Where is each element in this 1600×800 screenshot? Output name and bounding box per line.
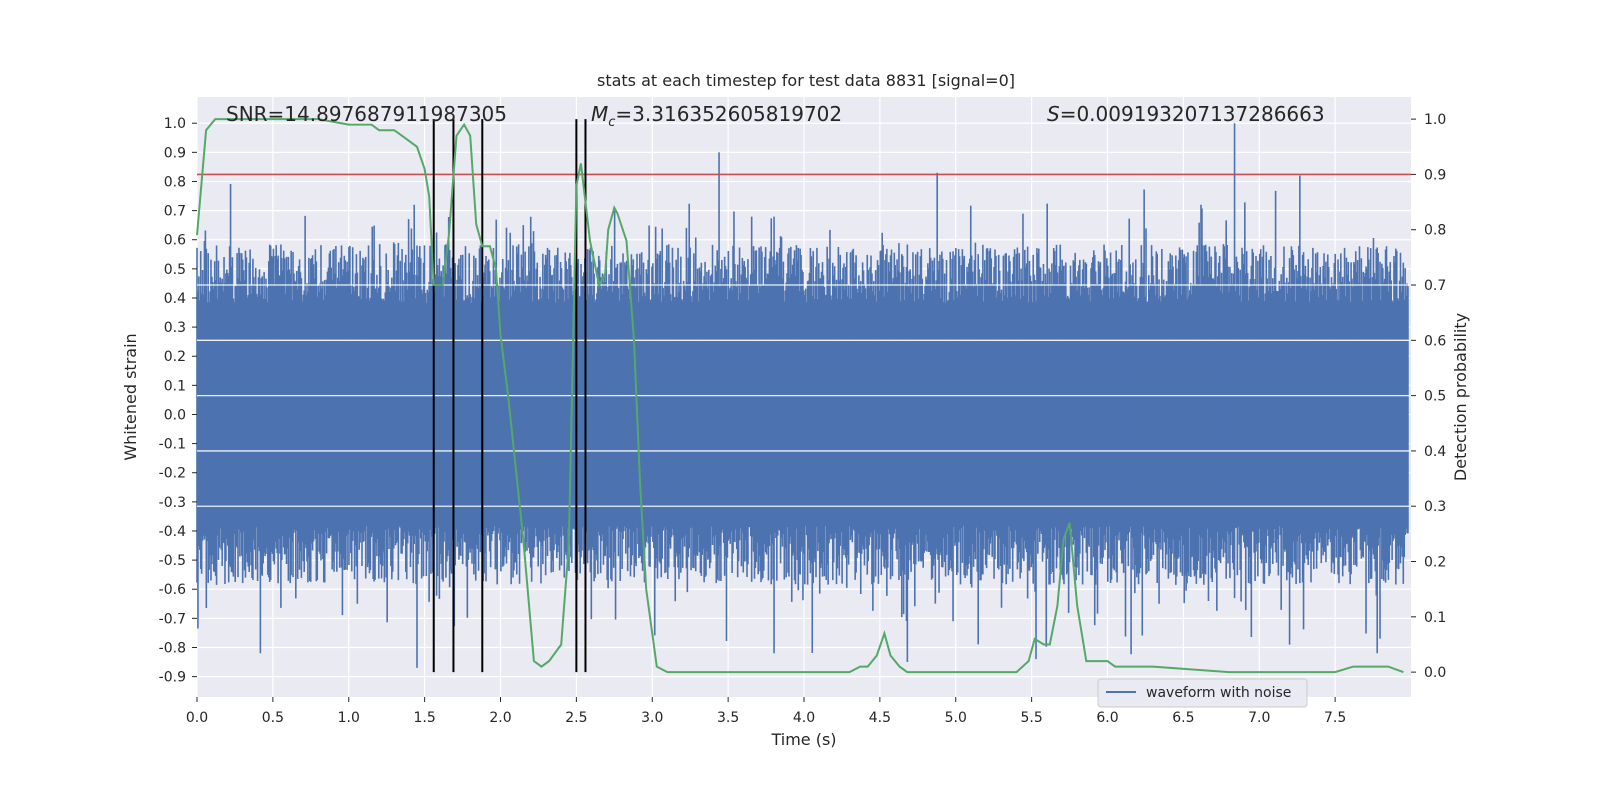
y2-tick-label: 0.9 (1424, 167, 1446, 183)
y2-tick-label: 0.4 (1424, 444, 1446, 460)
y2-tick-label: 0.6 (1424, 333, 1446, 349)
y2-tick-label: 0.1 (1424, 610, 1446, 626)
y-tick-label: 0.2 (164, 349, 186, 365)
chirp-mass-annotation: Mc=3.316352605819702 (591, 102, 842, 130)
legend: waveform with noise (1097, 678, 1308, 708)
x-tick-label: 0.0 (186, 710, 208, 726)
y2-axis-ticks: 1.0 0.9 0.8 0.7 0.6 0.5 0.4 0.3 0.2 0.1 0.0 (1411, 112, 1446, 681)
x-tick-label: 5.0 (945, 710, 967, 726)
x-tick-label: 7.5 (1324, 710, 1346, 726)
y2-tick-label: 1.0 (1424, 112, 1446, 128)
x-tick-label: 1.0 (338, 710, 360, 726)
y-tick-label: -0.5 (159, 553, 186, 569)
y-tick-label: 0.0 (164, 407, 186, 423)
x-tick-label: 0.5 (262, 710, 284, 726)
x-tick-label: 2.0 (489, 710, 511, 726)
legend-label: waveform with noise (1146, 685, 1291, 701)
y-tick-label: 0.1 (164, 378, 186, 394)
y-tick-label: -0.8 (159, 640, 186, 656)
y-tick-label: -0.4 (159, 524, 186, 540)
y-tick-label: 1.0 (164, 116, 186, 132)
mc-value: =3.316352605819702 (615, 102, 842, 126)
probability-line (196, 118, 1404, 674)
x-tick-label: 6.5 (1172, 710, 1194, 726)
y-tick-label: 0.9 (164, 145, 186, 161)
x-tick-label: 4.5 (869, 710, 891, 726)
legend-box (1097, 678, 1308, 708)
x-tick-label: 4.0 (793, 710, 815, 726)
y-axis-label: Whitened strain (121, 333, 140, 460)
chart-title: stats at each timestep for test data 883… (597, 71, 1015, 90)
x-tick-label: 3.5 (717, 710, 739, 726)
y-tick-label: -0.7 (159, 611, 186, 627)
x-tick-label: 3.0 (641, 710, 663, 726)
y-tick-label: 0.5 (164, 262, 186, 278)
x-tick-label: 2.5 (565, 710, 587, 726)
y-axis-ticks: 1.0 0.9 0.8 0.7 0.6 0.5 0.4 0.3 0.2 0.1 0.0 -0.1 -0.… (159, 116, 197, 686)
y2-tick-label: 0.5 (1424, 389, 1446, 405)
y2-tick-label: 0.8 (1424, 223, 1446, 239)
x-tick-label: 6.0 (1096, 710, 1118, 726)
y-tick-label: -0.1 (159, 437, 186, 453)
y2-axis-label: Detection probability (1451, 313, 1470, 481)
y2-tick-label: 0.0 (1424, 665, 1446, 681)
grid-overlay (197, 284, 1411, 507)
x-tick-label: 1.5 (413, 710, 435, 726)
x-axis-ticks: 0.0 0.5 1.0 1.5 2.0 2.5 3.0 3.5 4.0 4.5 5.0 5.5 6.0 6… (186, 697, 1346, 726)
y-tick-label: 0.3 (164, 320, 186, 336)
y-tick-label: -0.6 (159, 582, 186, 598)
y-tick-label: -0.9 (159, 670, 186, 686)
x-tick-label: 5.5 (1020, 710, 1042, 726)
y-tick-label: 0.7 (164, 204, 186, 220)
x-axis-label: Time (s) (770, 730, 836, 749)
y-tick-label: -0.2 (159, 466, 186, 482)
y-tick-label: 0.6 (164, 233, 186, 249)
y2-tick-label: 0.3 (1424, 499, 1446, 515)
y-tick-label: -0.3 (159, 495, 186, 511)
s-annotation: S=0.009193207137286663 (1047, 102, 1325, 126)
snr-annotation: SNR=14.897687911987305 (226, 102, 507, 126)
x-tick-label: 7.0 (1248, 710, 1270, 726)
y2-tick-label: 0.2 (1424, 555, 1446, 571)
y-tick-label: 0.8 (164, 174, 186, 190)
s-value: =0.009193207137286663 (1060, 102, 1325, 126)
y2-tick-label: 0.7 (1424, 278, 1446, 294)
mc-symbol: M (591, 102, 608, 126)
mc-subscript: c (608, 115, 615, 130)
s-symbol: S (1047, 102, 1060, 126)
waveform-series (196, 123, 1409, 668)
y-tick-label: 0.4 (164, 291, 186, 307)
